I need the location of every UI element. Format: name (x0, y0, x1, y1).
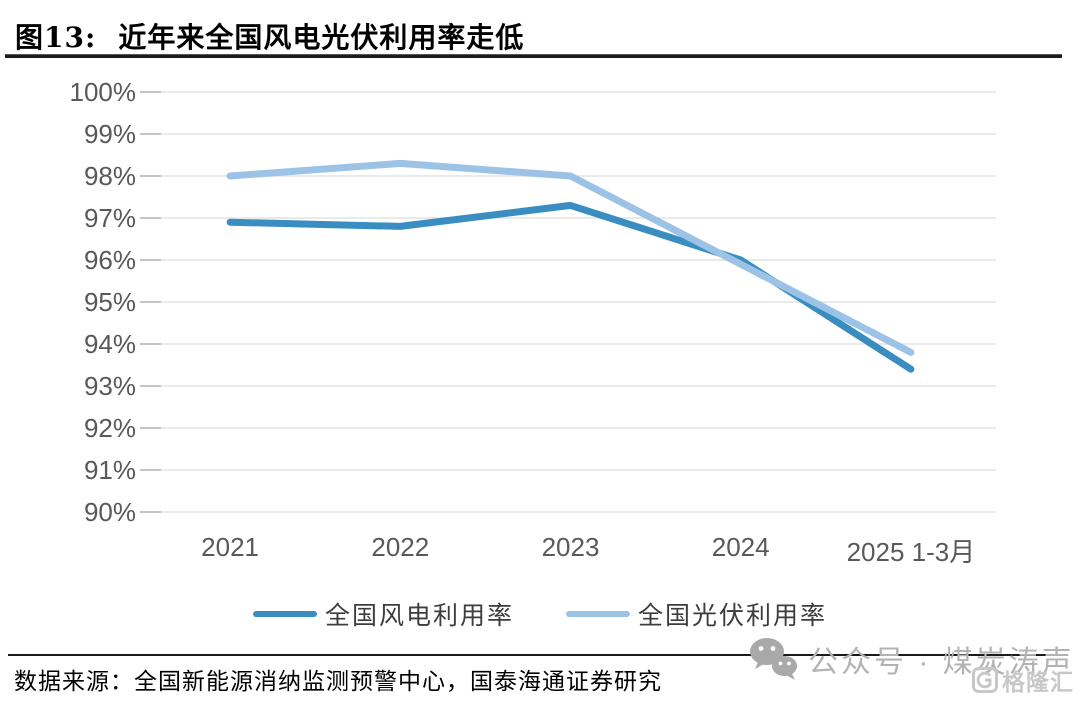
wechat-icon (750, 638, 797, 680)
wind-series-label: 全国风电利用率 (324, 601, 514, 630)
y-axis-label: 94% (83, 329, 136, 359)
figure-number: 图13: (15, 21, 97, 54)
gelonghui-icon (972, 667, 998, 693)
figure-title: 图13: 近年来全国风电光伏利用率走低 (15, 16, 524, 56)
y-axis-label: 100% (69, 77, 137, 107)
wind-series-marker (252, 611, 317, 617)
y-axis-label: 90% (83, 497, 136, 527)
y-axis-label: 98% (83, 161, 136, 191)
y-axis-label: 93% (83, 371, 136, 401)
y-axis-label: 91% (83, 455, 136, 485)
x-axis-label: 2023 (541, 532, 600, 562)
y-axis-label: 95% (83, 287, 136, 317)
series-line-solar (226, 159, 915, 356)
legend-item-wind: 全国风电利用率 (252, 596, 514, 632)
y-axis-label: 97% (83, 203, 136, 233)
gelonghui-logo: 格隆汇 (972, 663, 1074, 697)
wechat-watermark: 公众号 · 煤炭涛声 (748, 636, 1075, 682)
watermark-text: 公众号 · 煤炭涛声 (808, 646, 1075, 679)
chart-legend: 全国风电利用率 全国光伏利用率 (0, 596, 1080, 632)
title-divider (5, 54, 1062, 58)
y-axis-label: 92% (83, 413, 136, 443)
x-axis-label: 2025 1-3月 (846, 537, 976, 567)
x-axis-label: 2024 (711, 532, 770, 562)
solar-series-marker (566, 611, 630, 617)
footer-divider (8, 654, 1050, 656)
legend-item-solar: 全国光伏利用率 (566, 596, 827, 632)
y-axis-label: 99% (83, 119, 136, 149)
gelonghui-text: 格隆汇 (1002, 669, 1074, 695)
solar-series-label: 全国光伏利用率 (638, 601, 828, 630)
x-axis-label: 2022 (371, 532, 430, 562)
x-axis-label: 2021 (201, 532, 260, 562)
data-source-note: 数据来源：全国新能源消纳监测预警中心，国泰海通证券研究 (14, 669, 662, 695)
y-axis-label: 96% (83, 245, 136, 275)
figure-title-text: 近年来全国风电光伏利用率走低 (118, 21, 525, 54)
